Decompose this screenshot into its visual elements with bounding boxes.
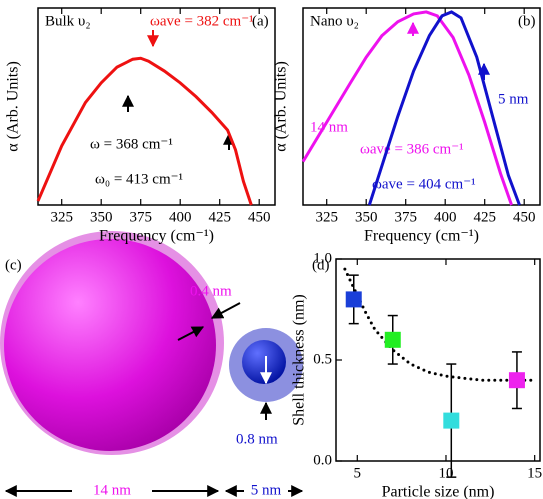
core-small <box>242 340 286 384</box>
x-axis-label: Frequency (cm⁻¹) <box>364 228 479 245</box>
panel-title: Nano υ₂ <box>310 13 359 29</box>
x-tick-label: 325 <box>315 209 338 225</box>
annotation: ω₀ = 413 cm⁻¹ <box>95 171 183 187</box>
x-axis-label: Particle size (nm) <box>382 484 495 499</box>
plot-frame <box>336 259 540 461</box>
x-tick-label: 400 <box>169 209 192 225</box>
x-tick-label: 425 <box>208 209 231 225</box>
x-tick-label: 15 <box>527 465 542 481</box>
x-tick-label: 350 <box>90 209 113 225</box>
diagram-c: (c) 0.4 nm 0.8 nm 14 nm 5 nm <box>0 231 303 498</box>
annotation: ωave = 386 cm⁻¹ <box>360 141 464 157</box>
panel-title: Bulk υ₂ <box>45 13 91 29</box>
x-tick-label: 375 <box>129 209 152 225</box>
x-tick-label: 400 <box>434 209 457 225</box>
annotation: ωave = 404 cm⁻¹ <box>372 176 476 192</box>
x-tick-label: 375 <box>394 209 417 225</box>
x-axis-label: Frequency (cm⁻¹) <box>99 228 214 245</box>
panel-label: (b) <box>518 13 536 29</box>
annotation: 14 nm <box>310 119 348 135</box>
point <box>443 413 459 429</box>
size-label: 14 nm <box>93 482 131 498</box>
panel-label: (a) <box>252 13 269 29</box>
y-tick-label: 0.5 <box>313 351 332 367</box>
panel-label: (d) <box>312 257 330 273</box>
annotation: ω = 368 cm⁻¹ <box>90 136 173 152</box>
x-tick-label: 350 <box>355 209 378 225</box>
shell-label: 0.8 nm <box>236 431 278 447</box>
shell-label: 0.4 nm <box>190 283 232 299</box>
x-tick-label: 5 <box>354 465 362 481</box>
y-axis-label: α (Arb. Units) <box>5 61 22 152</box>
figure: (c) 0.4 nm 0.8 nm 14 nm 5 nm 325 350 375 40… <box>0 0 543 499</box>
x-tick-label: 450 <box>513 209 536 225</box>
point <box>385 332 401 348</box>
x-tick-label: 425 <box>473 209 496 225</box>
y-axis-label: Shell thickness (nm) <box>291 294 308 426</box>
panel-label: (c) <box>5 257 22 273</box>
size-label: 5 nm <box>251 482 282 498</box>
annotation: 5 nm <box>498 91 529 107</box>
annotation: ωave = 382 cm⁻¹ <box>150 13 254 29</box>
fit-line <box>345 269 535 380</box>
point <box>346 291 362 307</box>
x-tick-label: 450 <box>248 209 271 225</box>
core-large <box>4 239 216 451</box>
x-tick-label: 325 <box>50 209 73 225</box>
point <box>509 372 525 388</box>
y-axis-label: α (Arb. Units) <box>273 61 290 152</box>
y-tick-label: 0.0 <box>313 452 332 468</box>
